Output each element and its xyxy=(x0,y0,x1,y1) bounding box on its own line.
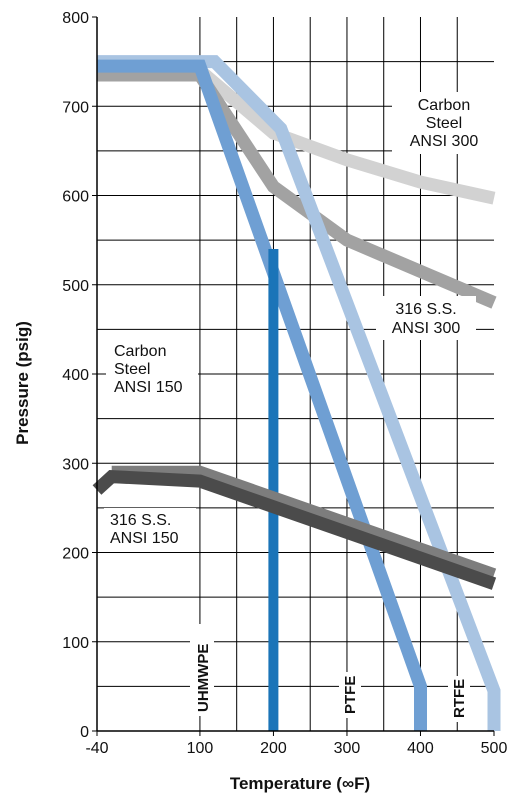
x-tick-label: 400 xyxy=(407,740,434,757)
annotation-line: ANSI 300 xyxy=(392,320,461,337)
y-axis-title: Pressure (psig) xyxy=(13,321,32,445)
y-tick-label: 100 xyxy=(62,635,89,652)
annotation-carbon-steel-ansi-300: Carbon Steel ANSI 300 xyxy=(392,92,496,154)
annotation-carbon-steel-ansi-150: Carbon Steel ANSI 150 xyxy=(106,338,198,400)
series-lines xyxy=(92,55,501,731)
x-tick-label: 200 xyxy=(260,740,287,757)
x-tick-label: -40 xyxy=(85,740,108,757)
annotation-line: ANSI 150 xyxy=(114,379,183,396)
tick-labels: 0 100 200 300 400 500 600 700 800 -40 100 200 300 400… xyxy=(62,10,507,757)
annotation-line: 316 S.S. xyxy=(395,301,456,318)
series-line xyxy=(92,469,497,590)
y-tick-label: 600 xyxy=(62,189,89,206)
y-tick-label: 700 xyxy=(62,99,89,116)
y-tick-label: 0 xyxy=(80,724,89,741)
y-tick-label: 500 xyxy=(62,278,89,295)
annotation-line: ANSI 150 xyxy=(110,530,179,547)
series-line xyxy=(97,59,427,731)
y-tick-label: 400 xyxy=(62,367,89,384)
rtfe-label: RTFE xyxy=(451,679,468,718)
x-tick-label: 300 xyxy=(334,740,361,757)
annotation-line: Carbon xyxy=(418,97,470,114)
annotation-line: Steel xyxy=(114,361,150,378)
y-tick-label: 200 xyxy=(62,546,89,563)
annotation-line: Carbon xyxy=(114,343,166,360)
annotation-ptfe: PTFE xyxy=(339,672,361,718)
annotation-316ss-ansi-300: 316 S.S. ANSI 300 xyxy=(376,296,476,340)
x-tick-label: 500 xyxy=(481,740,508,757)
ptfe-label: PTFE xyxy=(342,676,359,714)
annotation-rtfe: RTFE xyxy=(448,676,470,722)
y-tick-label: 300 xyxy=(62,456,89,473)
x-axis-title: Temperature (∞F) xyxy=(230,774,370,793)
annotation-line: ANSI 300 xyxy=(410,133,479,150)
y-tick-label: 800 xyxy=(62,10,89,27)
uhmwpe-label: UHMWPE xyxy=(195,644,212,712)
annotation-line: Steel xyxy=(426,115,462,132)
x-tick-label: 100 xyxy=(187,740,214,757)
annotation-uhmwpe: UHMWPE xyxy=(190,624,214,716)
annotation-316ss-ansi-150: 316 S.S. ANSI 150 xyxy=(104,508,196,548)
annotation-line: 316 S.S. xyxy=(110,512,171,529)
